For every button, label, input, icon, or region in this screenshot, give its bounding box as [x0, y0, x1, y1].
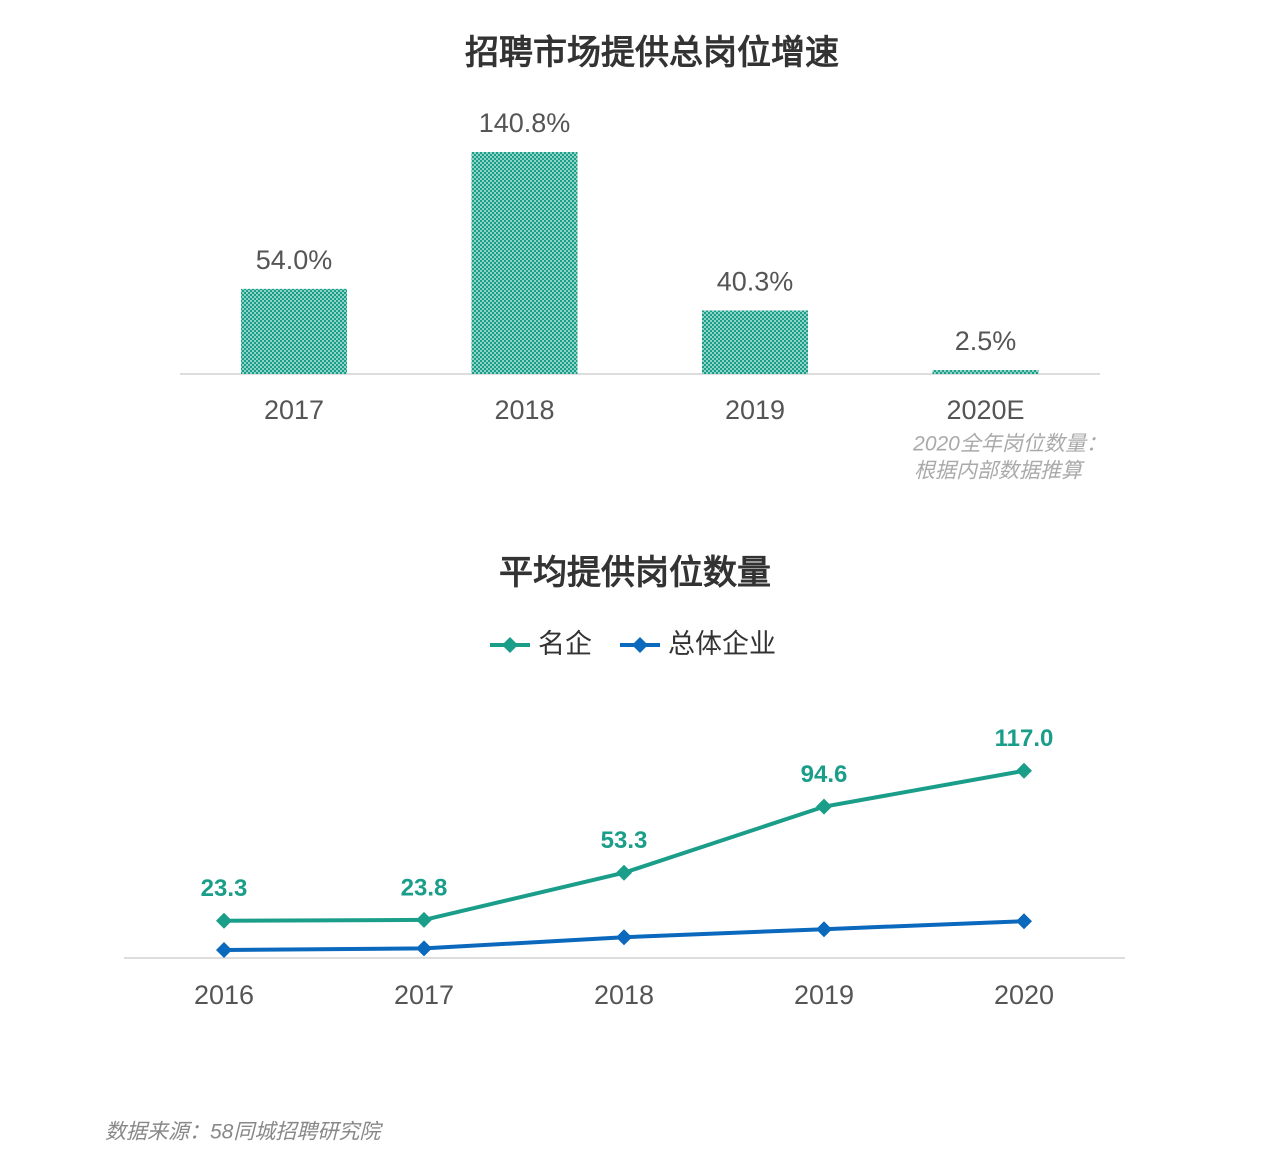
- point: [1016, 913, 1032, 930]
- data-label: 117.0: [995, 725, 1054, 752]
- note: 2020全年岗位数量：: [912, 433, 1107, 456]
- point: [216, 912, 232, 929]
- point: [416, 940, 432, 957]
- data-label: 140.8%: [479, 108, 571, 138]
- data-label: 2.5%: [955, 326, 1017, 356]
- chart-title: 平均提供岗位数量: [499, 554, 771, 592]
- legend-marker: [502, 637, 518, 653]
- x-tick-label: 2018: [594, 980, 654, 1010]
- data-label: 54.0%: [256, 245, 333, 275]
- x-tick-label: 2017: [264, 395, 324, 425]
- point: [816, 921, 832, 938]
- data-label: 40.3%: [717, 267, 794, 297]
- x-tick-label: 2019: [725, 395, 785, 425]
- note: 根据内部数据推算: [914, 460, 1085, 483]
- point: [416, 911, 432, 928]
- data-label: 53.3: [601, 827, 648, 854]
- legend-marker: [632, 637, 648, 653]
- chart-title: 招聘市场提供总岗位增速: [465, 33, 839, 72]
- legend-label: 总体企业: [668, 629, 776, 659]
- point: [216, 942, 232, 958]
- x-tick-label: 2018: [494, 395, 554, 425]
- point: [616, 929, 632, 946]
- bar: [241, 288, 347, 374]
- legend-label: 名企: [538, 629, 592, 659]
- x-tick-label: 2017: [394, 980, 454, 1010]
- data-label: 23.3: [201, 875, 248, 902]
- x-tick-label: 2020E: [946, 395, 1024, 425]
- source: 数据来源：58同城招聘研究院: [105, 1121, 383, 1144]
- bar: [932, 370, 1039, 374]
- x-tick-label: 2019: [794, 980, 854, 1010]
- x-tick-label: 2020: [994, 980, 1054, 1010]
- data-label: 94.6: [801, 761, 848, 788]
- point: [1016, 762, 1032, 779]
- data-label: 23.8: [401, 874, 448, 901]
- x-tick-label: 2016: [194, 980, 254, 1010]
- bar: [702, 310, 808, 374]
- point: [816, 798, 832, 815]
- bar: [471, 152, 578, 374]
- point: [616, 864, 632, 881]
